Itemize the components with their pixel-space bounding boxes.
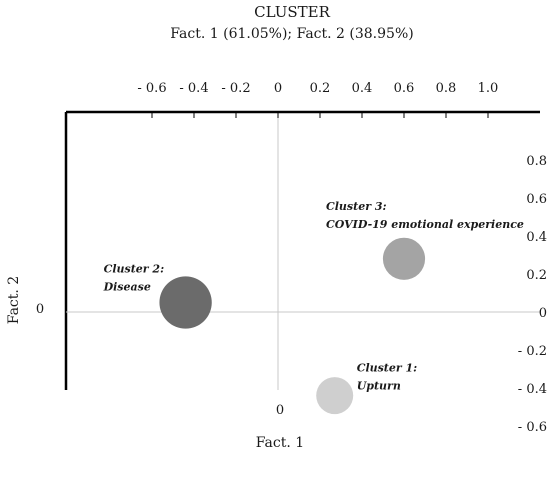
x-tick-label: 0.4 <box>352 81 373 96</box>
y-tick-label: - 0.2 <box>518 344 547 359</box>
x-zero-label: 0 <box>276 403 284 418</box>
cluster-points <box>159 237 426 415</box>
x-tick-label: 1.0 <box>478 81 499 96</box>
cluster-1-label-title: Cluster 1: <box>357 362 418 375</box>
x-tick-labels: - 0.6 - 0.4 - 0.2 0 0.2 0.4 0.6 0.8 1.0 <box>137 81 498 118</box>
cluster-2-label-title: Cluster 2: <box>104 263 165 276</box>
x-tick-label: - 0.6 <box>137 81 166 96</box>
x-tick-label: 0.6 <box>394 81 415 96</box>
cluster-2-point <box>159 276 212 329</box>
cluster-1-point <box>316 377 354 415</box>
y-tick-label: - 0.6 <box>518 420 547 435</box>
y-axis-title: Fact. 2 <box>6 276 22 324</box>
y-tick-label: 0.2 <box>526 268 547 283</box>
x-tick-label: - 0.4 <box>179 81 208 96</box>
x-axis-title: Fact. 1 <box>256 435 304 451</box>
cluster-3-label-name: COVID-19 emotional experience <box>326 218 524 231</box>
y-tick-label: 0.4 <box>526 230 547 245</box>
x-tick-label: - 0.2 <box>221 81 250 96</box>
chart-subtitle: Fact. 1 (61.05%); Fact. 2 (38.95%) <box>170 26 413 42</box>
chart-title: CLUSTER <box>254 3 330 21</box>
x-tick-label: 0.2 <box>310 81 331 96</box>
cluster-1-label-name: Upturn <box>357 380 401 393</box>
y-tick-label: 0 <box>539 306 547 321</box>
cluster-3-point <box>382 237 426 280</box>
axes-group <box>64 110 540 390</box>
x-tick-label: 0.8 <box>436 81 457 96</box>
cluster-2-label-name: Disease <box>103 281 151 294</box>
y-tick-label: 0.6 <box>526 192 547 207</box>
cluster-labels: Cluster 1: Upturn Cluster 2: Disease Cluster… <box>103 200 524 393</box>
y-tick-labels: 0.8 0.6 0.4 0.2 0 - 0.2 - 0.4 - 0.6 <box>518 154 547 435</box>
y-tick-label: 0.8 <box>526 154 547 169</box>
y-zero-label: 0 <box>36 302 44 317</box>
cluster-3-label-title: Cluster 3: <box>326 200 387 213</box>
x-tick-label: 0 <box>274 81 282 96</box>
y-tick-label: - 0.4 <box>518 382 547 397</box>
